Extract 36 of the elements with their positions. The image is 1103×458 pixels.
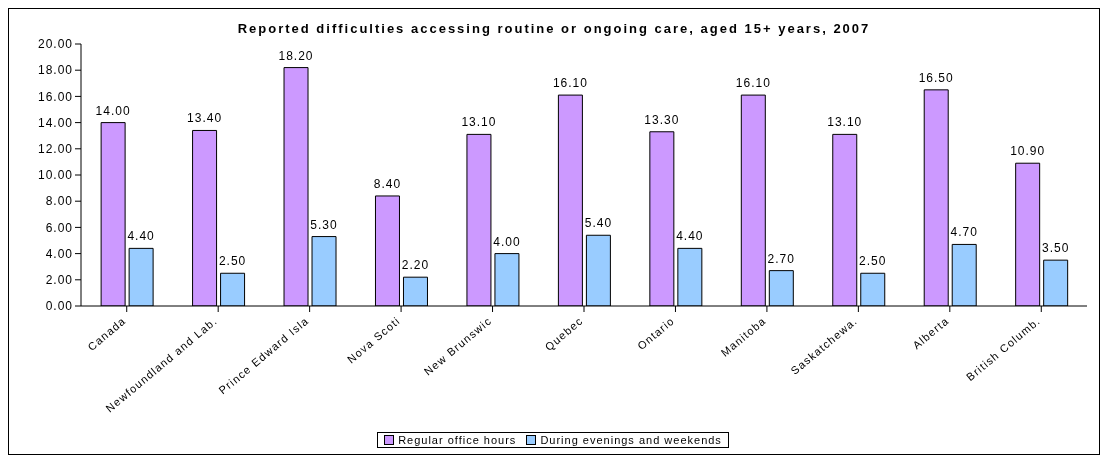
y-tick-label: 16.00 — [37, 89, 73, 104]
y-tick-label: 18.00 — [37, 63, 73, 78]
legend-label: Regular office hours — [397, 434, 517, 446]
data-label: 2.50 — [218, 254, 247, 269]
data-label: 13.30 — [644, 112, 680, 127]
y-tick-label: 0.00 — [45, 299, 73, 314]
data-label: 3.50 — [1041, 241, 1070, 256]
data-label: 10.90 — [1010, 144, 1046, 159]
data-label: 13.10 — [461, 115, 497, 130]
y-tick-label: 10.00 — [37, 168, 73, 183]
data-label: 13.10 — [827, 115, 863, 130]
data-label: 2.70 — [767, 251, 795, 266]
data-label: 16.10 — [735, 76, 771, 91]
data-label: 4.70 — [950, 225, 978, 240]
data-label: 14.00 — [95, 103, 131, 118]
data-label: 16.50 — [918, 70, 954, 85]
data-label: 4.00 — [493, 234, 521, 249]
y-tick-label: 14.00 — [37, 115, 73, 130]
data-label: 13.40 — [187, 111, 223, 126]
y-tick-label: 8.00 — [45, 194, 73, 209]
y-tick-label: 4.00 — [45, 246, 73, 261]
data-label: 8.40 — [373, 176, 402, 191]
data-label: 2.50 — [859, 254, 887, 269]
legend-label: During evenings and weekends — [539, 434, 722, 446]
data-label: 5.30 — [310, 217, 338, 232]
y-tick-label: 20.00 — [37, 37, 73, 52]
data-label: 18.20 — [278, 48, 314, 63]
data-label: 4.40 — [676, 229, 704, 244]
y-tick-label: 2.00 — [45, 273, 73, 288]
data-label: 5.40 — [584, 216, 613, 231]
data-label: 4.40 — [127, 229, 155, 244]
chart-title: Reported difficulties accessing routine or ongoing care, aged 15+ years, 2007 — [236, 21, 872, 36]
data-label: 16.10 — [552, 76, 588, 91]
y-tick-label: 12.00 — [37, 142, 73, 157]
data-label: 2.20 — [401, 258, 430, 273]
y-tick-label: 6.00 — [45, 220, 73, 235]
